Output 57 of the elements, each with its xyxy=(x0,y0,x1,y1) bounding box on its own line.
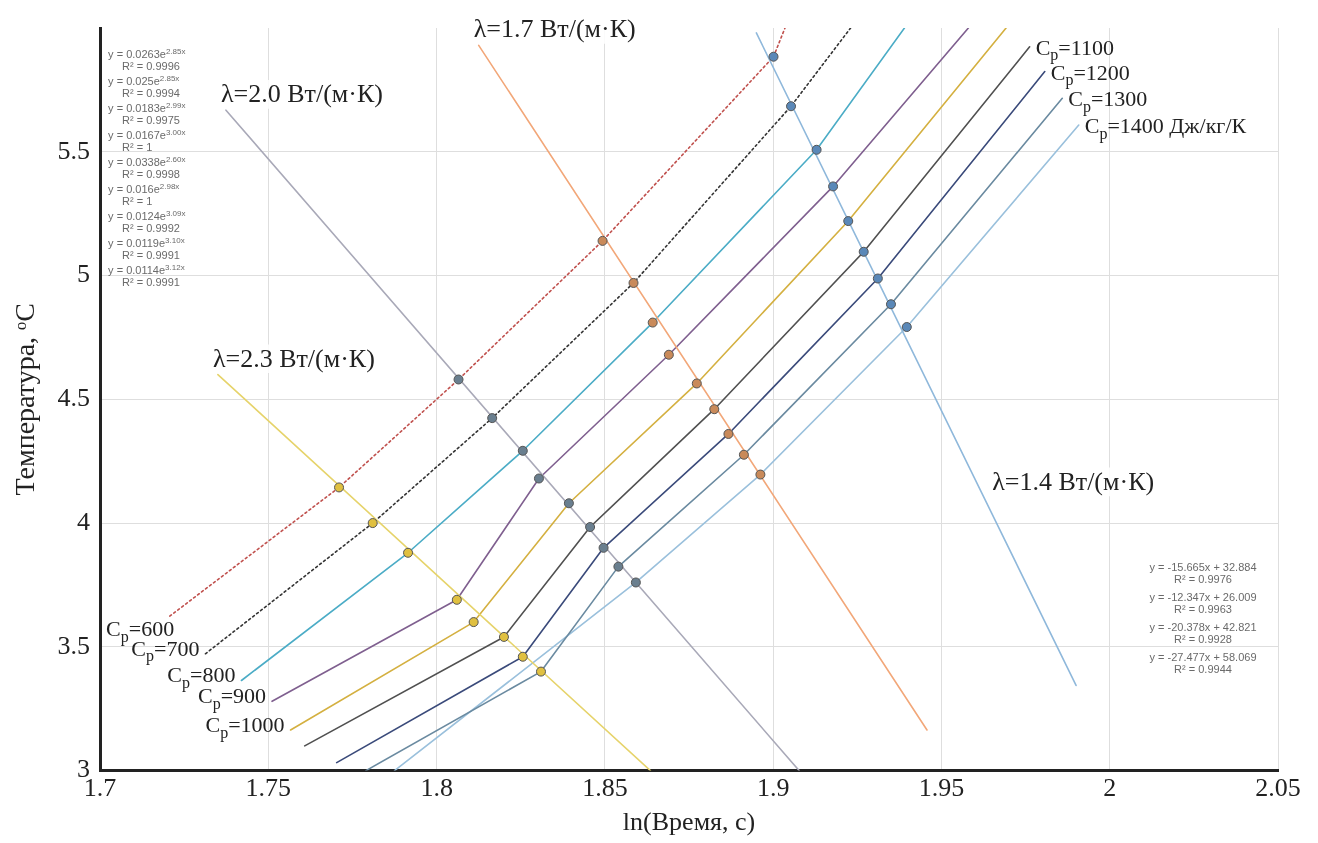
x-tick-label: 1.85 xyxy=(582,773,628,803)
annotation: y = -20.378x + 42.821 R² = 0.9928 xyxy=(1149,620,1257,645)
point xyxy=(709,404,720,415)
point xyxy=(453,374,464,385)
point xyxy=(885,299,896,310)
x-tick-label: 1.8 xyxy=(420,773,453,803)
point xyxy=(487,413,498,424)
point xyxy=(451,594,462,605)
point xyxy=(468,617,479,628)
annotation: y = -27.477x + 58.069 R² = 0.9944 xyxy=(1149,650,1257,675)
point xyxy=(723,428,734,439)
series-label: λ=1.4 Вт/(м·К) xyxy=(992,466,1155,496)
y-tick-label: 4 xyxy=(77,506,91,536)
point xyxy=(647,317,658,328)
point xyxy=(563,498,574,509)
point xyxy=(663,349,674,360)
x-tick-label: 2.05 xyxy=(1255,773,1301,803)
point xyxy=(858,246,869,257)
point xyxy=(334,482,345,493)
x-tick-label: 1.9 xyxy=(756,773,790,803)
point xyxy=(517,651,528,662)
x-tick-label: 1.95 xyxy=(918,773,965,803)
point xyxy=(613,561,624,572)
point xyxy=(597,235,608,246)
y-tick-label: 4.5 xyxy=(57,383,91,413)
point xyxy=(535,666,546,677)
point xyxy=(367,518,378,529)
series-label: λ=1.7 Вт/(м·К) xyxy=(473,14,636,44)
point xyxy=(691,378,702,389)
point xyxy=(843,216,854,227)
point xyxy=(755,469,766,480)
x-tick-label: 1.75 xyxy=(245,773,292,803)
point xyxy=(517,445,528,456)
point xyxy=(872,273,883,284)
series-label: λ=2.0 Вт/(м·К) xyxy=(220,79,383,109)
point xyxy=(630,577,641,588)
point xyxy=(498,631,509,642)
y-tick-label: 3.5 xyxy=(57,630,91,660)
y-tick-label: 5 xyxy=(77,259,91,289)
point xyxy=(768,51,779,62)
y-axis-title: Температура, ᵒC xyxy=(9,303,41,496)
point xyxy=(403,547,414,558)
x-axis-title: ln(Время, с) xyxy=(622,807,756,837)
point xyxy=(585,522,596,533)
point xyxy=(811,144,822,155)
point xyxy=(901,322,912,333)
point xyxy=(738,449,749,460)
y-tick-label: 5.5 xyxy=(57,135,91,165)
point xyxy=(786,101,797,112)
point xyxy=(598,542,609,553)
annotation: y = -15.665x + 32.884 R² = 0.9976 xyxy=(1149,560,1257,585)
point xyxy=(533,473,544,484)
x-tick-label: 2 xyxy=(1103,773,1117,803)
series-label: λ=2.3 Вт/(м·К) xyxy=(212,343,375,373)
point xyxy=(628,277,639,288)
annotation: y = -12.347x + 26.009 R² = 0.9963 xyxy=(1149,590,1257,615)
point xyxy=(828,181,839,192)
